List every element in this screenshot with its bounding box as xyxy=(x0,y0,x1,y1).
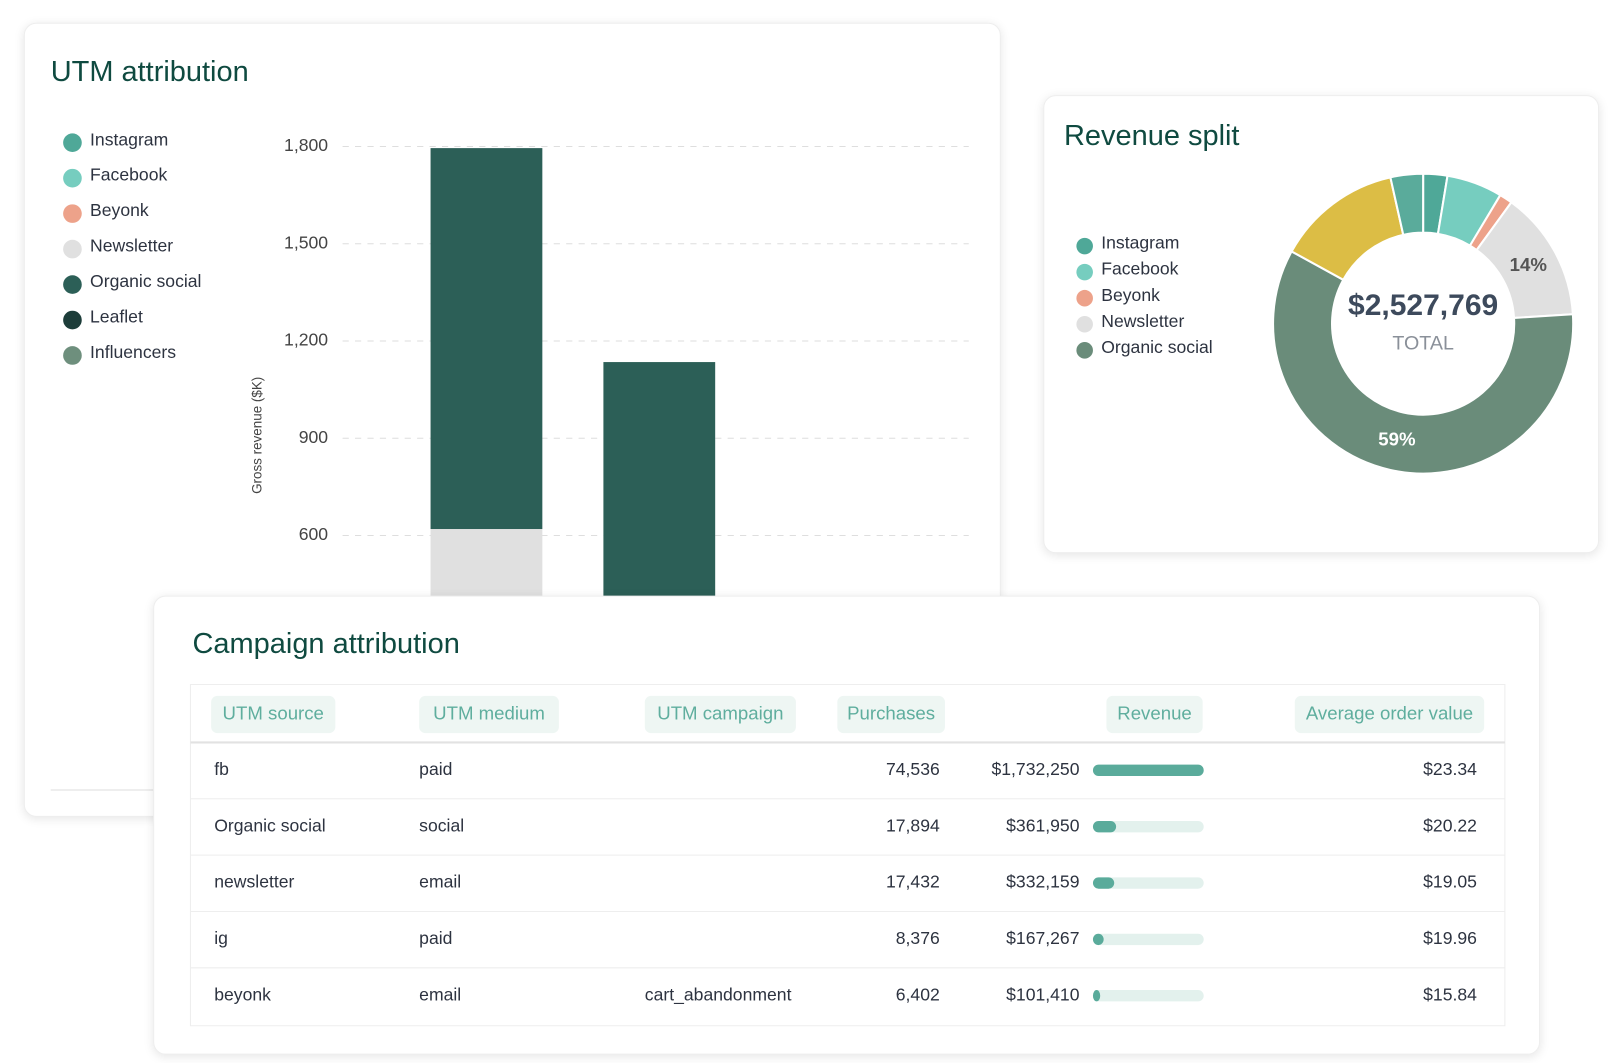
table-cell: 17,894 xyxy=(886,815,940,835)
column-header[interactable]: UTM medium xyxy=(433,702,545,723)
card-title: UTM attribution xyxy=(51,56,249,88)
legend-label: Instagram xyxy=(1101,233,1179,253)
slice-label: 59% xyxy=(1378,429,1416,450)
donut-chart: Revenue split Instagram Facebook Beyonk 14%… xyxy=(1064,120,1575,475)
table-cell: $167,267 xyxy=(1006,928,1079,948)
table-cell: 17,432 xyxy=(886,872,940,892)
revenue-track xyxy=(1092,933,1204,946)
legend-label: Beyonk xyxy=(1101,285,1160,305)
column-header[interactable]: Purchases xyxy=(847,702,935,723)
y-tick-label: 600 xyxy=(299,524,329,544)
legend-label: Leaflet xyxy=(90,307,143,327)
legend-swatch xyxy=(1076,289,1093,307)
legend-label: Organic social xyxy=(1101,337,1212,357)
y-tick-label: 1,800 xyxy=(284,135,328,155)
legend-swatch xyxy=(1076,342,1093,359)
donut-slice xyxy=(1389,172,1425,237)
table-cell: $101,410 xyxy=(1006,984,1080,1004)
legend-label: Newsletter xyxy=(90,236,173,256)
table-cell: email xyxy=(419,872,461,892)
table-cell: $361,950 xyxy=(1006,815,1080,835)
table-cell: $19.96 xyxy=(1423,928,1477,948)
table-cell: email xyxy=(419,984,461,1004)
table-cell: 8,376 xyxy=(896,928,940,948)
table-cell: newsletter xyxy=(214,872,294,892)
total-label: TOTAL xyxy=(1392,333,1454,355)
legend-label: Facebook xyxy=(90,165,167,185)
table-cell: $20.22 xyxy=(1423,815,1477,835)
table-cell: fb xyxy=(214,759,229,779)
legend-swatch xyxy=(1076,315,1093,333)
legend-label: Newsletter xyxy=(1101,311,1184,331)
bar-segment xyxy=(430,148,543,530)
legend-label: Instagram xyxy=(90,129,168,149)
revenue-track xyxy=(1092,820,1204,833)
card-title: Revenue split xyxy=(1064,120,1240,152)
y-tick-label: 900 xyxy=(299,427,329,447)
table-cell: 6,402 xyxy=(896,984,940,1004)
header-pill xyxy=(419,695,559,734)
legend-swatch xyxy=(63,346,82,365)
header-pill xyxy=(1106,695,1203,734)
legend-swatch xyxy=(63,310,82,330)
legend-label: Beyonk xyxy=(90,200,149,220)
card-title: Campaign attribution xyxy=(193,628,460,660)
table-cell: paid xyxy=(419,928,452,948)
revenue-bar xyxy=(1092,933,1104,946)
table-cell: beyonk xyxy=(214,984,271,1004)
campaign-table: Campaign attribution UTM source UTM mediu… xyxy=(189,628,1506,1027)
legend-label: Facebook xyxy=(1101,259,1178,279)
y-axis-label: Gross revenue ($K) xyxy=(249,377,264,494)
revenue-bar xyxy=(1092,877,1115,889)
revenue-card: Revenue split Instagram Facebook Beyonk 14%… xyxy=(1043,95,1600,554)
table-cell: 74,536 xyxy=(886,759,940,779)
table-cell: social xyxy=(419,815,464,835)
legend-label: Organic social xyxy=(90,271,201,291)
table-cell: $19.05 xyxy=(1423,872,1477,892)
revenue-bar xyxy=(1092,990,1101,1002)
legend-swatch xyxy=(1076,237,1093,255)
legend-label: Influencers xyxy=(90,342,176,362)
legend-swatch xyxy=(63,239,82,259)
legend-swatch xyxy=(1076,263,1093,281)
legend-swatch xyxy=(63,275,82,294)
header-pill xyxy=(837,695,945,734)
total-value: $2,527,769 xyxy=(1348,289,1498,322)
campaign-card: Campaign attribution UTM source UTM mediu… xyxy=(153,595,1541,1055)
revenue-bar xyxy=(1092,820,1117,833)
legend-swatch xyxy=(63,168,82,188)
header-pill xyxy=(644,695,796,734)
table-cell: cart_abandonment xyxy=(645,984,792,1005)
revenue-bar xyxy=(1092,764,1204,777)
table-cell: $1,732,250 xyxy=(991,759,1079,779)
revenue-track xyxy=(1092,990,1204,1002)
table-cell: ig xyxy=(214,928,228,948)
legend-swatch xyxy=(63,133,82,152)
header-pill xyxy=(1294,695,1485,734)
column-header[interactable]: Revenue xyxy=(1117,702,1192,723)
legend-swatch xyxy=(63,204,82,223)
table-cell: paid xyxy=(419,759,452,779)
slice-label: 14% xyxy=(1510,254,1548,275)
y-tick-label: 1,500 xyxy=(284,232,328,252)
y-tick-label: 1,200 xyxy=(284,330,328,350)
table-cell: $332,159 xyxy=(1006,872,1079,892)
table-cell: $23.34 xyxy=(1423,759,1477,779)
table-cell: $15.84 xyxy=(1423,984,1477,1004)
column-header[interactable]: Average order value xyxy=(1306,702,1473,723)
column-header[interactable]: UTM campaign xyxy=(657,702,783,723)
revenue-track xyxy=(1092,877,1204,889)
donut-slice xyxy=(1272,250,1575,475)
header-pill xyxy=(211,695,336,734)
table-cell: Organic social xyxy=(214,815,325,835)
column-header[interactable]: UTM source xyxy=(223,702,324,723)
